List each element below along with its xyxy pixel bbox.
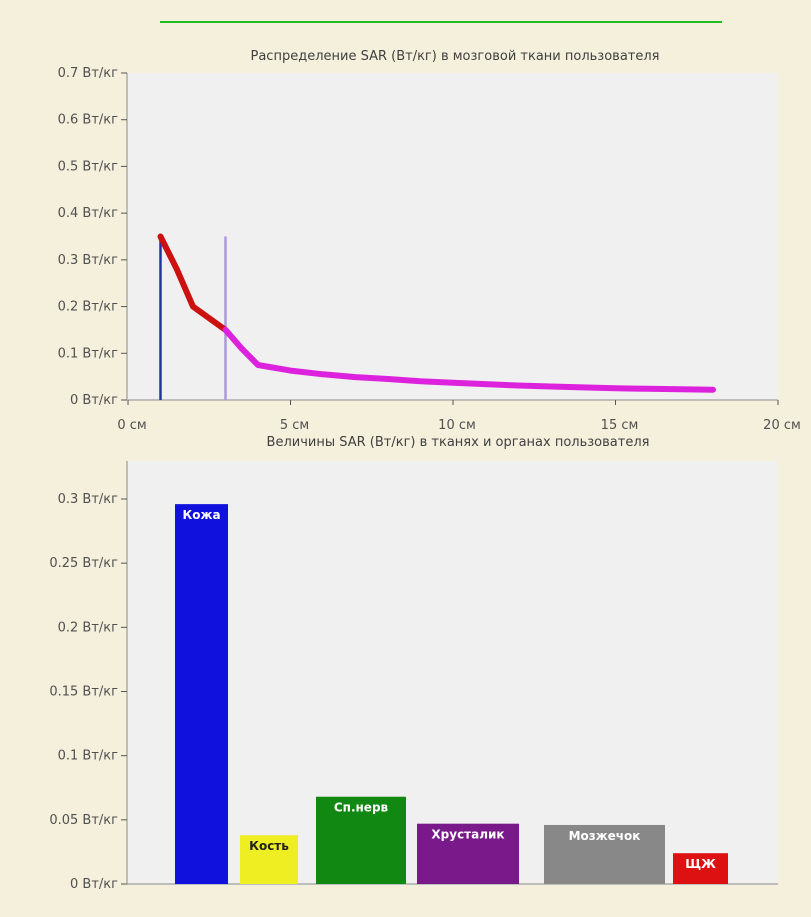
bar-y-tick-label: 0.2 Вт/кг [58, 620, 119, 635]
line-x-tick-label: 10 см [438, 418, 476, 433]
line-y-tick-label: 0.5 Вт/кг [58, 159, 119, 174]
bar [544, 824, 665, 884]
line-y-tick-label: 0.4 Вт/кг [58, 206, 119, 221]
bar-y-tick-label: 0.05 Вт/кг [49, 813, 118, 828]
line-chart-y-axis: 0 Вт/кг 0.1 Вт/кг 0.2 Вт/кг 0.3 Вт/кг 0.4 Вт… [58, 66, 128, 408]
bar-label: Сп.нерв [334, 801, 389, 815]
bar [316, 796, 406, 884]
bar-label: Хрусталик [431, 828, 504, 842]
line-series-path [222, 326, 716, 393]
bar-label: ЩЖ [685, 857, 716, 871]
bar [240, 835, 298, 884]
brain-sar-line-chart: Распределение SAR (Вт/кг) в мозговой тка… [58, 49, 801, 433]
line-x-tick-label: 15 см [601, 418, 639, 433]
line-y-tick-label: 0.6 Вт/кг [58, 113, 119, 128]
bar-y-tick-label: 0.3 Вт/кг [58, 492, 119, 507]
bar [175, 504, 228, 884]
line-y-tick-label: 0.3 Вт/кг [58, 253, 119, 268]
bar-label: Кожа [182, 508, 220, 522]
bar-chart-bars: Кожа Кость Сп.нерв Хрусталик Мозжечок ЩЖ [175, 504, 728, 884]
bar-y-tick-label: 0.1 Вт/кг [58, 749, 119, 764]
line-chart-series [157, 233, 716, 393]
bar-y-tick-label: 0.25 Вт/кг [49, 556, 118, 571]
bar-y-tick-label: 0 Вт/кг [70, 877, 118, 892]
line-x-tick-label: 20 см [763, 418, 801, 433]
line-chart-title: Распределение SAR (Вт/кг) в мозговой тка… [251, 49, 660, 64]
bar-chart-y-axis: 0 Вт/кг 0.05 Вт/кг 0.1 Вт/кг 0.15 Вт/кг 0.2 … [49, 461, 778, 892]
line-chart-x-axis: 0 см 5 см 10 см 15 см 20 см [117, 399, 801, 433]
bar-chart-title: Величины SAR (Вт/кг) в тканях и органах … [267, 435, 650, 450]
bar [673, 853, 728, 884]
line-y-tick-label: 0 Вт/кг [70, 393, 118, 408]
bar [417, 823, 519, 884]
line-y-tick-label: 0.1 Вт/кг [58, 346, 119, 361]
bar-y-tick-label: 0.15 Вт/кг [49, 685, 118, 700]
tissue-sar-bar-chart: Величины SAR (Вт/кг) в тканях и органах … [49, 435, 778, 892]
bar-label: Мозжечок [569, 829, 641, 843]
line-series-path [157, 233, 229, 333]
line-x-tick-label: 5 см [280, 418, 309, 433]
line-chart-markers [159, 236, 227, 400]
bar-label: Кость [249, 839, 289, 853]
bar-chart-plot-area [128, 461, 778, 885]
line-y-tick-label: 0.7 Вт/кг [58, 66, 119, 81]
line-y-tick-label: 0.2 Вт/кг [58, 300, 119, 315]
line-x-tick-label: 0 см [117, 418, 146, 433]
